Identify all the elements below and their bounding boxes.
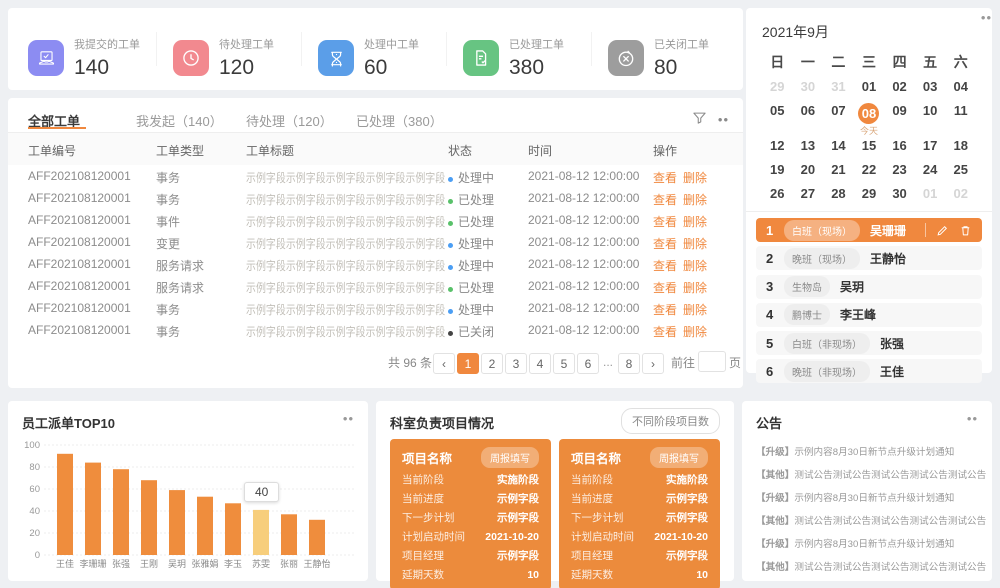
svg-text:20: 20 xyxy=(29,528,40,539)
svg-text:0: 0 xyxy=(35,550,40,561)
svg-text:吴玥: 吴玥 xyxy=(168,559,186,569)
svg-text:张丽: 张丽 xyxy=(280,559,298,569)
svg-text:王佳: 王佳 xyxy=(56,558,74,569)
svg-text:李珊珊: 李珊珊 xyxy=(79,558,106,569)
svg-text:李玉: 李玉 xyxy=(224,558,242,569)
svg-text:张雅娟: 张雅娟 xyxy=(191,558,218,569)
svg-text:王刚: 王刚 xyxy=(140,559,158,569)
svg-text:王静怡: 王静怡 xyxy=(303,558,330,569)
svg-text:苏雯: 苏雯 xyxy=(252,558,270,569)
svg-text:100: 100 xyxy=(24,440,40,451)
svg-text:张强: 张强 xyxy=(112,559,130,569)
svg-text:40: 40 xyxy=(29,506,40,517)
svg-text:80: 80 xyxy=(29,462,40,473)
svg-text:60: 60 xyxy=(29,484,40,495)
